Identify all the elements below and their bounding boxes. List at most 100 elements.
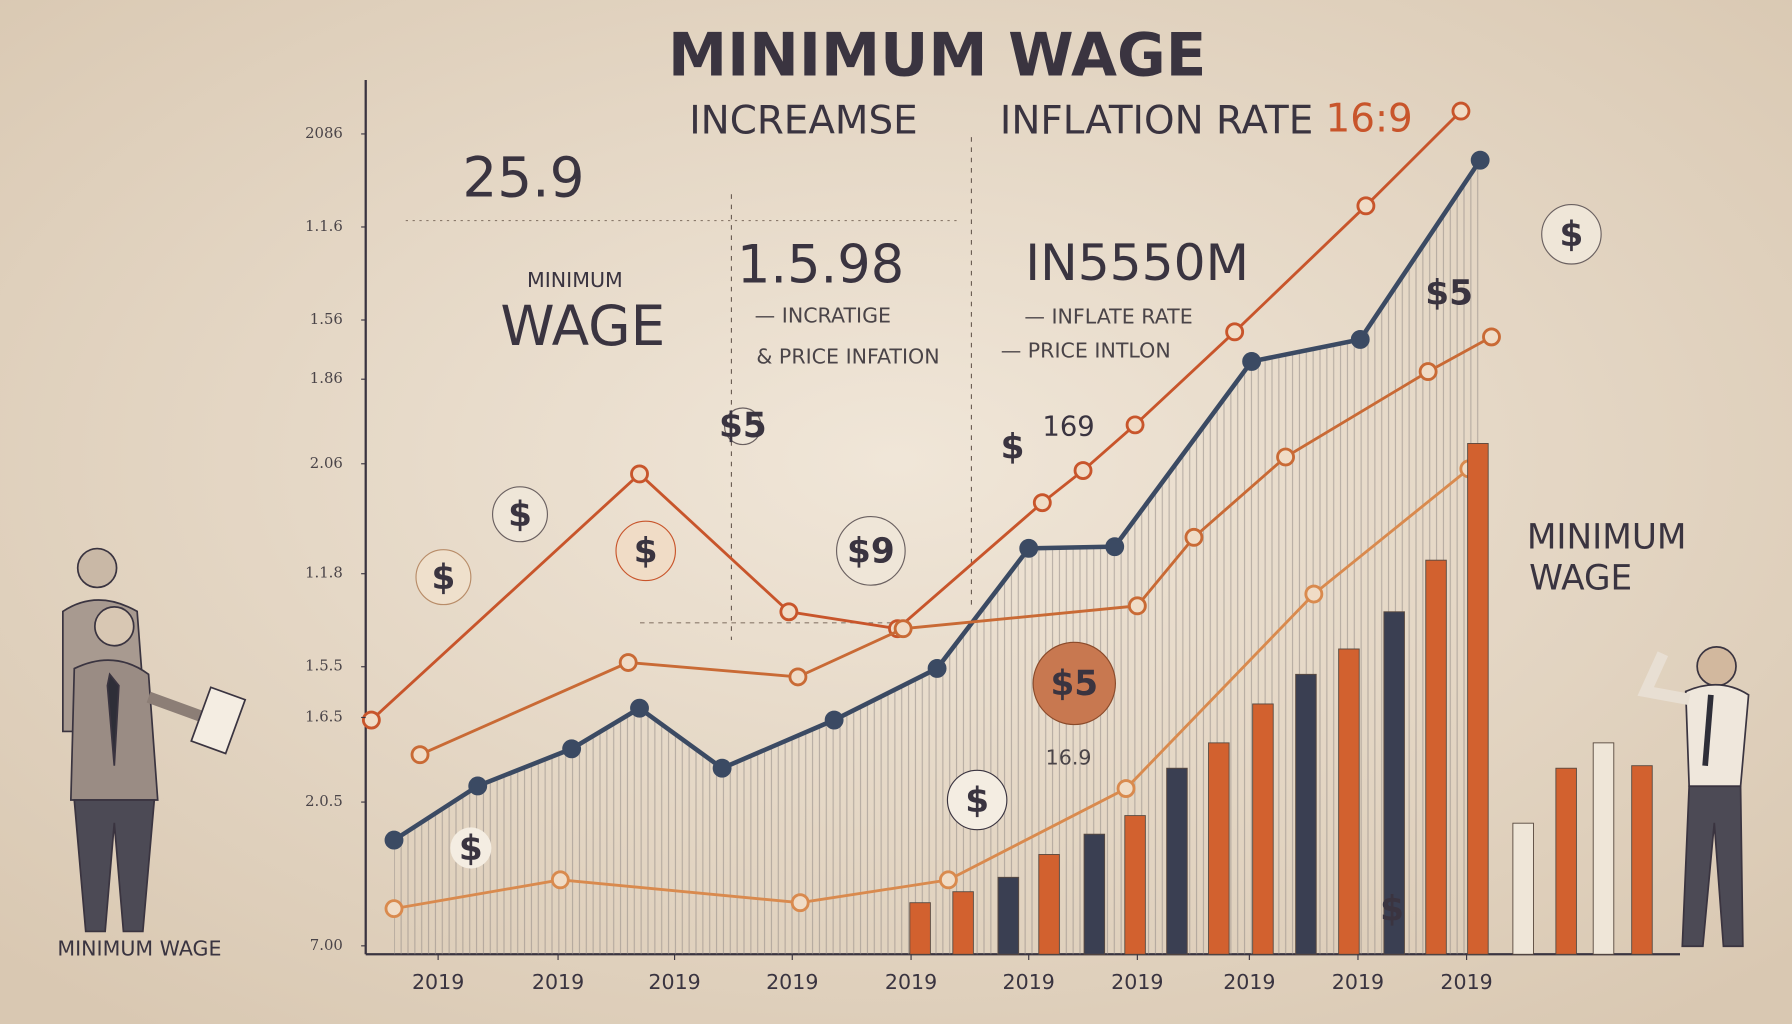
badge-shape	[1032, 641, 1116, 726]
point	[1116, 779, 1136, 798]
y-tick-label: 1.56	[310, 310, 343, 328]
bar	[1124, 815, 1146, 955]
badge: $	[1380, 889, 1404, 929]
annotation: MINIMUM	[527, 268, 623, 292]
y-tick-label: 2.0.5	[305, 792, 343, 810]
badge-shape	[723, 407, 762, 446]
point	[1184, 527, 1204, 547]
bar	[1467, 443, 1489, 955]
y-tick-label: 2.06	[310, 454, 343, 472]
bar	[1208, 742, 1230, 955]
point	[410, 745, 430, 765]
annotation: — PRICE INTLON	[1001, 339, 1171, 363]
annotation: 1.5.98	[737, 234, 904, 295]
y-tick-label: 1.6.5	[305, 707, 343, 725]
point	[1276, 447, 1295, 467]
annotation: IN5550M	[1025, 233, 1249, 292]
annotation: 25.9	[462, 146, 584, 210]
x-tick-label: 2019	[885, 970, 937, 994]
badge-shape	[615, 520, 676, 582]
bar	[909, 902, 931, 955]
point	[1451, 101, 1471, 121]
badge: $5	[1050, 664, 1098, 704]
x-tick-label: 2019	[1440, 970, 1492, 994]
bar	[1083, 833, 1106, 955]
y-tick-label: 2086	[305, 124, 343, 142]
bar	[1555, 767, 1577, 955]
point	[788, 667, 808, 687]
badge: $5	[719, 406, 767, 446]
bar	[952, 891, 974, 955]
badge: $	[459, 829, 483, 869]
bar	[1592, 742, 1615, 955]
badge: $	[508, 495, 532, 535]
annotation: WAGE	[1529, 559, 1632, 599]
person-right	[1637, 645, 1750, 948]
point	[1356, 196, 1376, 216]
badge-shape	[450, 827, 492, 869]
badge-shape	[492, 486, 548, 543]
point	[1032, 493, 1052, 513]
annotation: 169	[1042, 411, 1094, 442]
bar	[1425, 559, 1447, 955]
badge: $	[432, 558, 456, 598]
x-tick-label: 2019	[1111, 970, 1163, 994]
point	[790, 893, 810, 913]
bar	[1338, 648, 1360, 955]
point	[384, 830, 404, 850]
x-tick-label: 2019	[766, 970, 818, 994]
annotation: 16:9	[1326, 96, 1413, 141]
annotation: WAGE	[500, 294, 665, 358]
bar	[1166, 767, 1188, 955]
point	[630, 464, 649, 484]
point	[1105, 537, 1125, 557]
point	[1482, 327, 1501, 347]
bar	[1252, 703, 1274, 955]
point	[1225, 322, 1245, 342]
badge-shape	[835, 515, 906, 586]
point	[618, 653, 638, 672]
point	[384, 899, 404, 919]
point	[1019, 538, 1039, 558]
annotation: MINIMUM	[1527, 518, 1687, 558]
point	[562, 739, 582, 759]
point	[1242, 352, 1262, 371]
annotation: — INCRATIGE	[755, 303, 891, 327]
point	[1350, 330, 1370, 349]
point	[361, 710, 381, 730]
bar	[1631, 765, 1653, 955]
bar	[1038, 854, 1060, 955]
annotation: 16.9	[1046, 746, 1092, 770]
y-tick-label: 7.00	[310, 936, 343, 954]
x-tick-label: 2019	[648, 970, 700, 994]
point	[1470, 150, 1490, 170]
point	[468, 776, 488, 796]
badge: $	[965, 781, 989, 821]
badge: $	[1560, 215, 1584, 255]
subtitle: INFLATION RATE	[1000, 99, 1313, 144]
x-tick-label: 2019	[532, 970, 584, 994]
point	[938, 870, 958, 890]
point	[893, 619, 913, 639]
badge: $9	[847, 532, 895, 572]
point	[779, 602, 799, 622]
y-tick-label: 1.86	[310, 369, 343, 387]
annotation: — INFLATE RATE	[1024, 304, 1192, 328]
bar	[1295, 673, 1317, 955]
line	[370, 110, 1462, 722]
bar	[1512, 822, 1534, 955]
badge: $5	[1425, 273, 1473, 313]
point	[927, 659, 947, 678]
line	[392, 158, 1483, 843]
badge-shape	[415, 549, 472, 606]
point	[1304, 584, 1324, 604]
chart-title: MINIMUM WAGE	[668, 21, 1206, 90]
point	[1418, 362, 1438, 382]
point	[1127, 596, 1147, 616]
x-tick-label: 2019	[1332, 970, 1384, 994]
point	[712, 758, 732, 778]
point	[824, 710, 844, 730]
point	[1125, 415, 1145, 435]
